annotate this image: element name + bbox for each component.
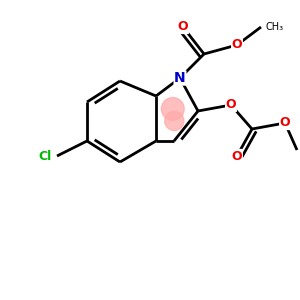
Text: CH₃: CH₃ <box>266 22 284 32</box>
Circle shape <box>161 98 184 120</box>
Text: O: O <box>226 98 236 112</box>
Text: Cl: Cl <box>38 149 52 163</box>
Text: O: O <box>280 116 290 130</box>
Text: O: O <box>232 38 242 52</box>
Text: O: O <box>178 20 188 34</box>
Text: O: O <box>232 149 242 163</box>
Text: N: N <box>174 71 186 85</box>
Circle shape <box>165 111 184 130</box>
